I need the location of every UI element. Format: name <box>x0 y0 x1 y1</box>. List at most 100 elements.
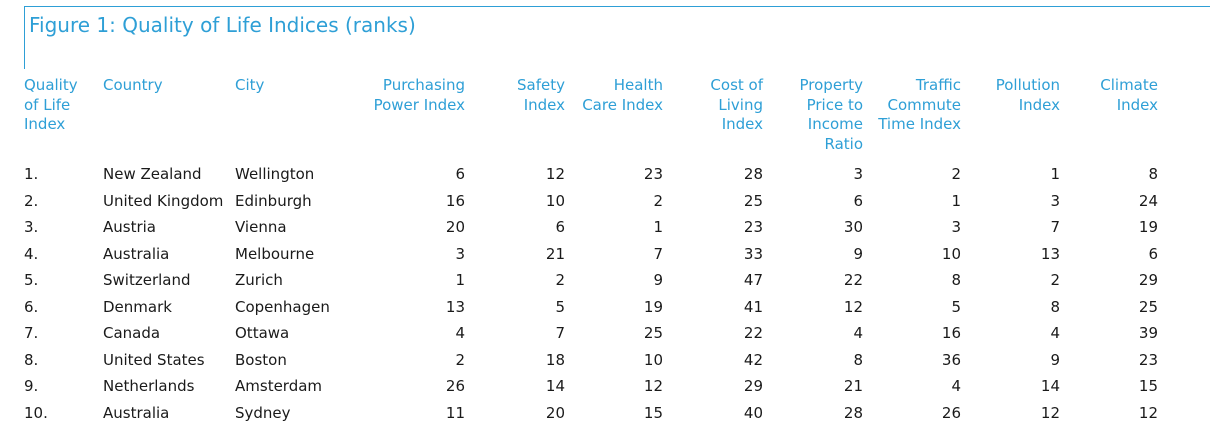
table-cell: Edinburgh <box>235 191 312 210</box>
table-cell: 5. <box>24 271 39 290</box>
column-header: Traffic Commute Time Index <box>878 76 961 133</box>
figure-title: Figure 1: Quality of Life Indices (ranks… <box>29 13 416 37</box>
table-cell: 23 <box>743 218 763 237</box>
table-row: 4. Australia Melbourne 3 21 7 33 9 10 13 6 <box>18 241 1164 268</box>
table-cell: 13 <box>1040 244 1060 263</box>
table-cell: 12 <box>545 165 565 184</box>
table-cell: 7 <box>653 244 663 263</box>
table-cell: Switzerland <box>103 271 191 290</box>
table-cell: 33 <box>743 244 763 263</box>
table-cell: 18 <box>545 350 565 369</box>
table-cell: 29 <box>743 377 763 396</box>
column-header: Climate Index <box>1100 76 1158 114</box>
table-cell: 4. <box>24 244 39 263</box>
table-cell: 8 <box>951 271 961 290</box>
table-cell: 2 <box>555 271 565 290</box>
table-cell: Australia <box>103 403 170 422</box>
table-cell: 10 <box>643 350 663 369</box>
table-cell: 11 <box>445 403 465 422</box>
table-cell: 6 <box>555 218 565 237</box>
table-cell: 42 <box>743 350 763 369</box>
table-cell: 3. <box>24 218 39 237</box>
table-cell: 29 <box>1138 271 1158 290</box>
table-row: 5. Switzerland Zurich 1 2 9 47 22 8 2 29 <box>18 267 1164 294</box>
table-cell: 12 <box>643 377 663 396</box>
table-cell: 19 <box>643 297 663 316</box>
table-row: 2. United Kingdom Edinburgh 16 10 2 25 6 1 3 24 <box>18 188 1164 215</box>
table-cell: 15 <box>1138 377 1158 396</box>
table-cell: 9 <box>653 271 663 290</box>
column-header: City <box>235 76 265 94</box>
table-row: 8. United States Boston 2 18 10 42 8 36 9 23 <box>18 347 1164 374</box>
table-cell: 15 <box>643 403 663 422</box>
table-cell: 2 <box>653 191 663 210</box>
table-cell: 16 <box>941 324 961 343</box>
column-header: Country <box>103 76 163 94</box>
table-cell: 6. <box>24 297 39 316</box>
table-cell: 6 <box>455 165 465 184</box>
table-cell: 21 <box>545 244 565 263</box>
table-cell: Sydney <box>235 403 291 422</box>
table-cell: Australia <box>103 244 170 263</box>
table-cell: 10. <box>24 403 48 422</box>
column-header: Safety Index <box>517 76 565 114</box>
table-cell: Austria <box>103 218 156 237</box>
table-body: 1. New Zealand Wellington 6 12 23 28 3 2 1 8 2. Unit… <box>18 161 1164 426</box>
table-cell: 4 <box>455 324 465 343</box>
table-cell: 8 <box>853 350 863 369</box>
table-cell: 7. <box>24 324 39 343</box>
table-cell: 9. <box>24 377 39 396</box>
table-cell: 9 <box>1050 350 1060 369</box>
table-cell: 6 <box>1148 244 1158 263</box>
table-cell: 25 <box>643 324 663 343</box>
column-header: Purchasing Power Index <box>373 76 465 114</box>
table-cell: 3 <box>455 244 465 263</box>
table-cell: 3 <box>1050 191 1060 210</box>
table-cell: 3 <box>853 165 863 184</box>
table-cell: New Zealand <box>103 165 202 184</box>
table-cell: 12 <box>1040 403 1060 422</box>
table-cell: Zurich <box>235 271 283 290</box>
table-cell: 36 <box>941 350 961 369</box>
table-cell: 16 <box>445 191 465 210</box>
table-cell: 5 <box>951 297 961 316</box>
table-cell: 40 <box>743 403 763 422</box>
table-cell: 1. <box>24 165 39 184</box>
table-cell: 14 <box>1040 377 1060 396</box>
table-cell: 41 <box>743 297 763 316</box>
column-header: Property Price to Income Ratio <box>799 76 863 153</box>
table-cell: 1 <box>1050 165 1060 184</box>
table-cell: 24 <box>1138 191 1158 210</box>
table-row: 9. Netherlands Amsterdam 26 14 12 29 21 4 14 15 <box>18 373 1164 400</box>
table-cell: 4 <box>951 377 961 396</box>
quality-of-life-table: Quality of Life Index Country City Purchasi… <box>18 76 1164 426</box>
table-cell: 28 <box>743 165 763 184</box>
table-cell: Ottawa <box>235 324 290 343</box>
table-cell: 30 <box>843 218 863 237</box>
table-cell: 4 <box>853 324 863 343</box>
table-row: 1. New Zealand Wellington 6 12 23 28 3 2 1 8 <box>18 161 1164 188</box>
table-cell: Copenhagen <box>235 297 330 316</box>
table-cell: Wellington <box>235 165 315 184</box>
column-header: Pollution Index <box>995 76 1060 114</box>
table-row: 3. Austria Vienna 20 6 1 23 30 3 7 19 <box>18 214 1164 241</box>
table-cell: 23 <box>643 165 663 184</box>
table-cell: 1 <box>455 271 465 290</box>
table-cell: 1 <box>951 191 961 210</box>
table-cell: 47 <box>743 271 763 290</box>
table-cell: 19 <box>1138 218 1158 237</box>
table-cell: Vienna <box>235 218 287 237</box>
table-cell: 21 <box>843 377 863 396</box>
table-cell: 25 <box>1138 297 1158 316</box>
table-cell: 22 <box>743 324 763 343</box>
table-cell: 4 <box>1050 324 1060 343</box>
table-cell: 9 <box>853 244 863 263</box>
table-cell: 12 <box>843 297 863 316</box>
table-cell: 2 <box>455 350 465 369</box>
table-cell: 20 <box>445 218 465 237</box>
table-cell: Boston <box>235 350 287 369</box>
table-cell: 2 <box>951 165 961 184</box>
table-cell: 2. <box>24 191 39 210</box>
table-cell: 2 <box>1050 271 1060 290</box>
table-cell: 7 <box>555 324 565 343</box>
